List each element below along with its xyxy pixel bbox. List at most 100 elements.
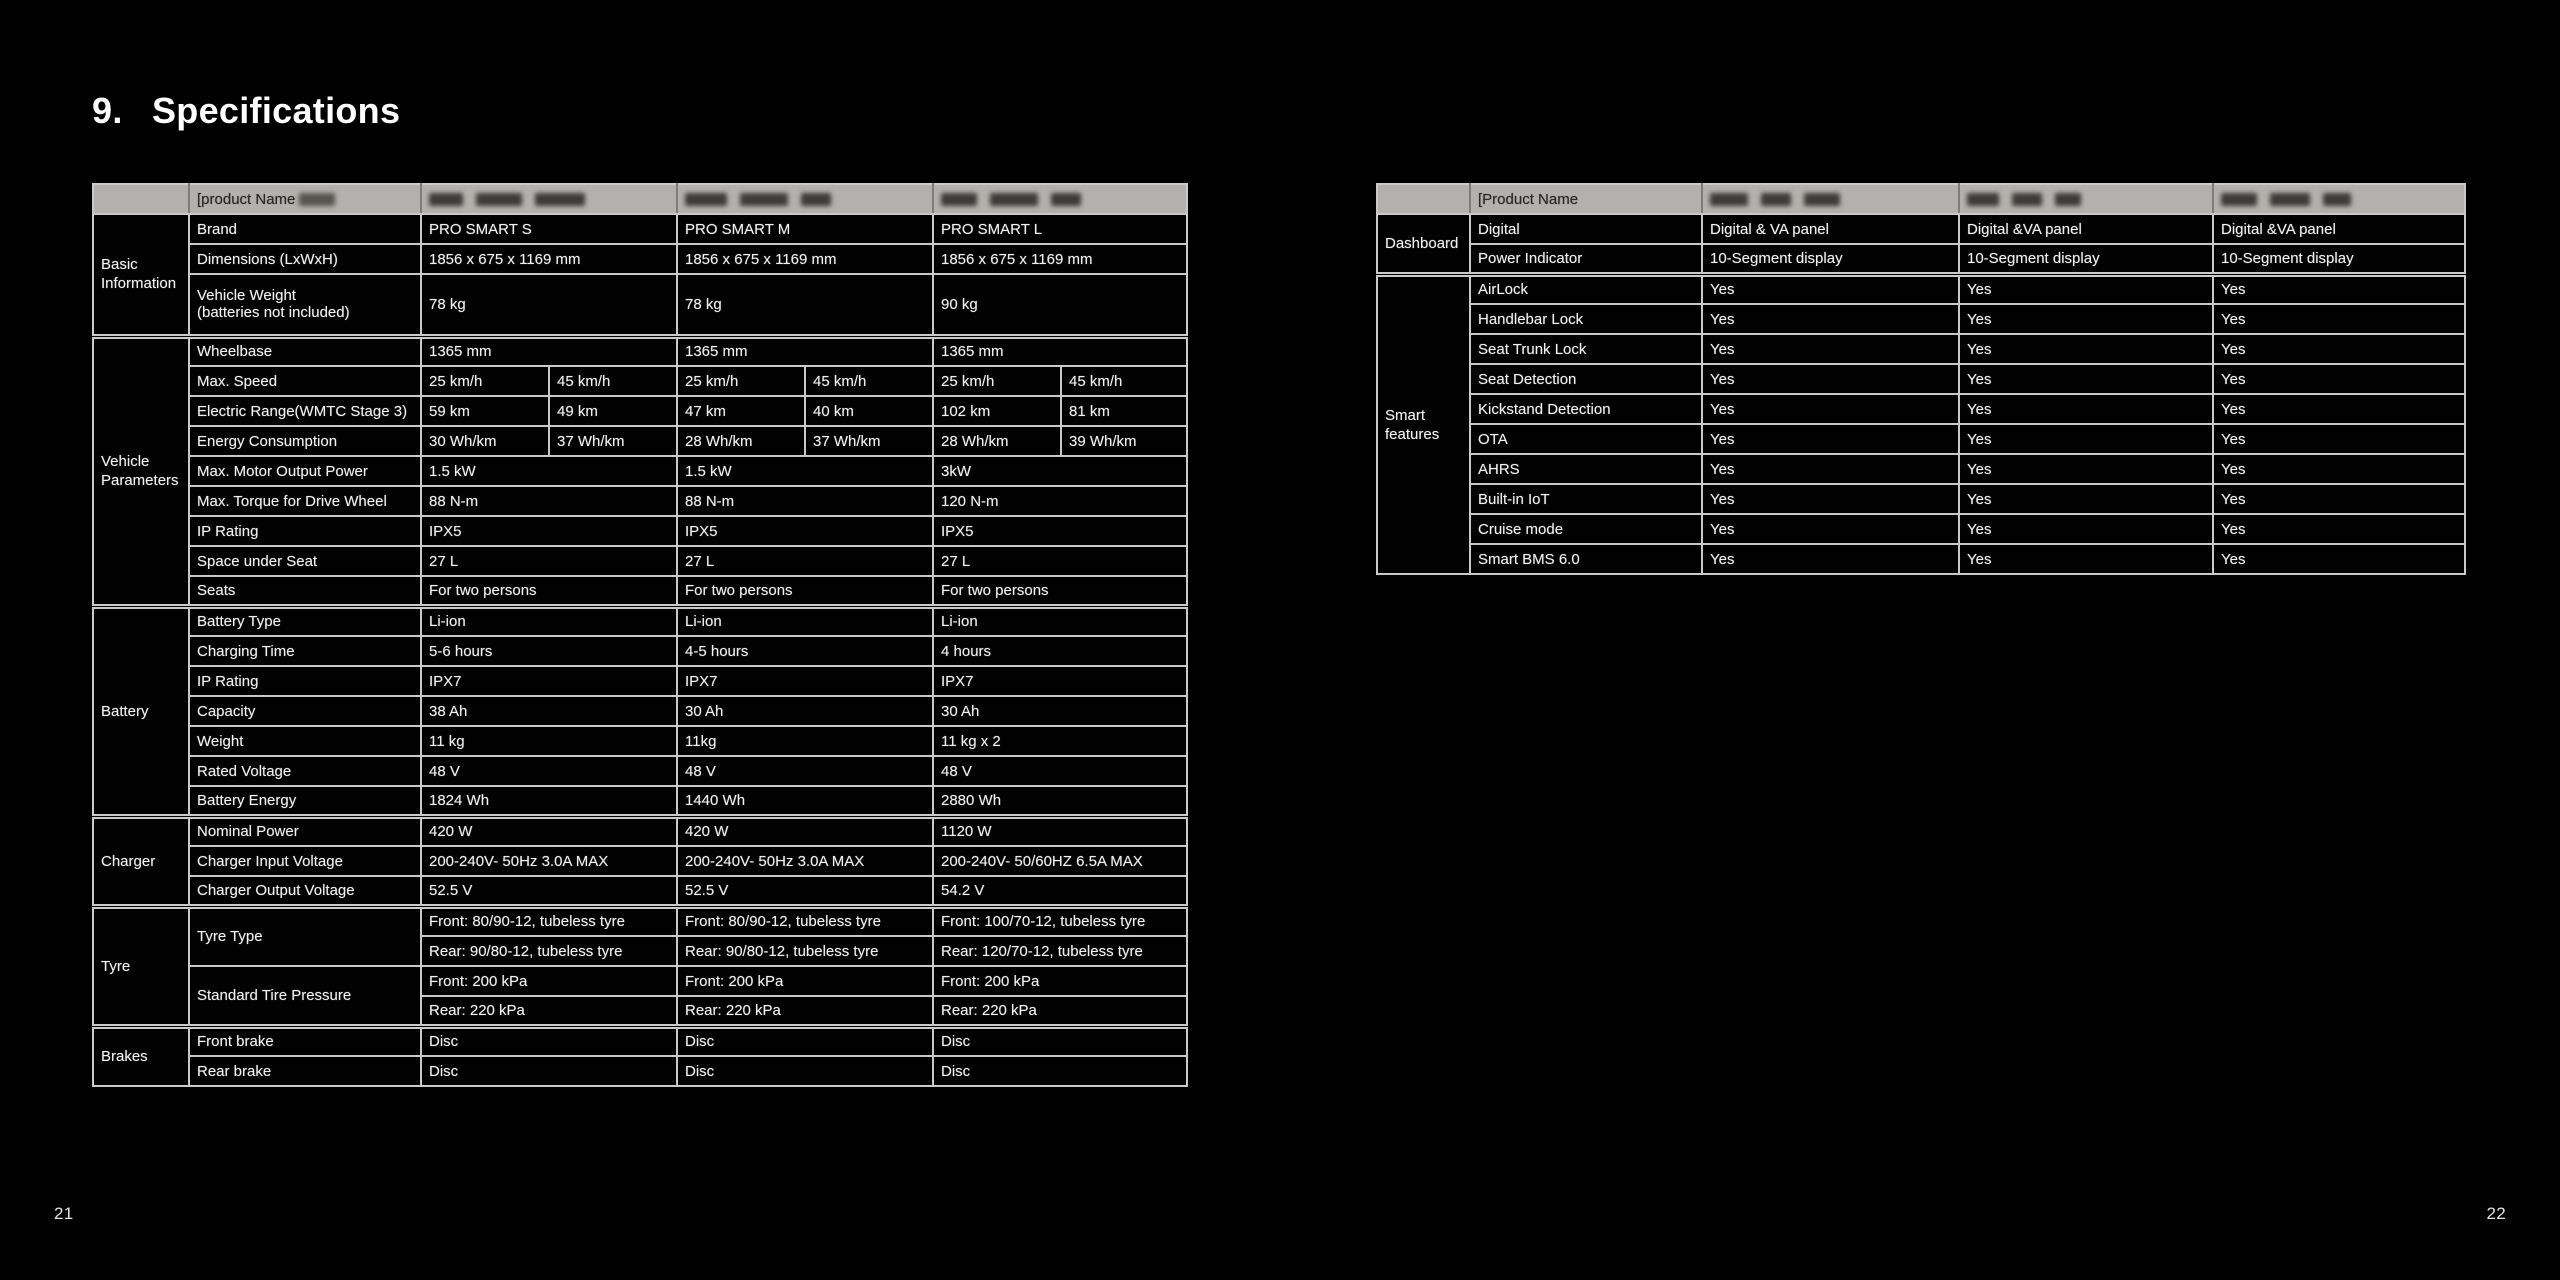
value-cell: Disc <box>420 1023 678 1057</box>
value-cell: 48 V <box>932 755 1188 787</box>
value-cell: For two persons <box>676 575 934 607</box>
table-header-row: [product Name <box>92 183 1188 215</box>
value-cell: 11 kg x 2 <box>932 725 1188 757</box>
redacted-text <box>801 193 831 207</box>
param-cell: Standard Tire Pressure <box>188 965 422 1027</box>
product-name-header-cell: [product Name <box>188 183 422 215</box>
value-cell: Digital & VA panel <box>1701 213 1960 245</box>
section-label-cell: Dashboard <box>1376 213 1471 275</box>
value-cell: 1856 x 675 x 1169 mm <box>932 243 1188 275</box>
value-cell: 39 Wh/km <box>1060 425 1188 457</box>
redacted-text <box>1967 193 1999 207</box>
param-cell: Battery Energy <box>188 785 422 817</box>
value-cell: Disc <box>932 1055 1188 1087</box>
param-cell: Energy Consumption <box>188 425 422 457</box>
param-cell: IP Rating <box>188 515 422 547</box>
value-cell: 10-Segment display <box>1701 243 1960 275</box>
value-cell: Yes <box>1701 423 1960 455</box>
section-label-cell: Smart features <box>1376 271 1471 575</box>
value-cell: For two persons <box>932 575 1188 607</box>
value-cell: IPX5 <box>420 515 678 547</box>
redacted-text <box>990 193 1038 207</box>
value-cell: 1856 x 675 x 1169 mm <box>420 243 678 275</box>
value-cell: 3kW <box>932 455 1188 487</box>
redacted-product-name <box>1701 183 1960 215</box>
value-cell: 25 km/h <box>932 365 1062 397</box>
redacted-text <box>2055 193 2081 207</box>
value-cell: 78 kg <box>676 273 934 337</box>
value-cell: Yes <box>2212 393 2466 425</box>
value-cell: IPX7 <box>932 665 1188 697</box>
value-cell: PRO SMART M <box>676 213 934 245</box>
value-cell: Yes <box>2212 303 2466 335</box>
section-label-cell: Brakes <box>92 1023 190 1087</box>
value-cell: Yes <box>1958 543 2214 575</box>
param-cell: Weight <box>188 725 422 757</box>
value-cell: 4-5 hours <box>676 635 934 667</box>
value-cell: Yes <box>2212 453 2466 485</box>
redacted-text <box>299 193 336 207</box>
value-cell: Digital &VA panel <box>1958 213 2214 245</box>
value-cell: 10-Segment display <box>1958 243 2214 275</box>
value-cell: Li-ion <box>676 603 934 637</box>
value-cell: Rear: 220 kPa <box>676 995 934 1027</box>
param-cell: Electric Range(WMTC Stage 3) <box>188 395 422 427</box>
value-cell: Yes <box>1701 483 1960 515</box>
param-cell: Wheelbase <box>188 333 422 367</box>
value-cell: 120 N-m <box>932 485 1188 517</box>
param-cell: Brand <box>188 213 422 245</box>
value-cell: 78 kg <box>420 273 678 337</box>
value-cell: Rear: 120/70-12, tubeless tyre <box>932 935 1188 967</box>
value-cell: 52.5 V <box>676 875 934 907</box>
section-label-cell: Tyre <box>92 903 190 1027</box>
redacted-product-name <box>932 183 1188 215</box>
value-cell: 1120 W <box>932 813 1188 847</box>
value-cell: 88 N-m <box>420 485 678 517</box>
value-cell: Front: 200 kPa <box>676 965 934 997</box>
value-cell: Li-ion <box>420 603 678 637</box>
value-cell: Disc <box>676 1055 934 1087</box>
value-cell: 420 W <box>676 813 934 847</box>
value-cell: 200-240V- 50Hz 3.0A MAX <box>676 845 934 877</box>
value-cell: 1365 mm <box>420 333 678 367</box>
value-cell: 28 Wh/km <box>676 425 806 457</box>
param-cell: Space under Seat <box>188 545 422 577</box>
value-cell: 88 N-m <box>676 485 934 517</box>
value-cell: 27 L <box>932 545 1188 577</box>
param-cell: OTA <box>1469 423 1703 455</box>
value-cell: Disc <box>932 1023 1188 1057</box>
value-cell: 11kg <box>676 725 934 757</box>
redacted-text <box>2270 193 2310 207</box>
value-cell: 420 W <box>420 813 678 847</box>
specifications-table-right: [Product Name Dashboard Digital Digital & V… <box>1376 183 2466 575</box>
value-cell: 28 Wh/km <box>932 425 1062 457</box>
value-cell: Rear: 220 kPa <box>420 995 678 1027</box>
value-cell: 200-240V- 50/60HZ 6.5A MAX <box>932 845 1188 877</box>
value-cell: Disc <box>676 1023 934 1057</box>
value-cell: 37 Wh/km <box>548 425 678 457</box>
value-cell: 45 km/h <box>1060 365 1188 397</box>
value-cell: Yes <box>1701 513 1960 545</box>
redacted-text <box>476 193 522 207</box>
value-cell: Yes <box>1701 303 1960 335</box>
value-cell: Yes <box>1701 271 1960 305</box>
header-corner-cell <box>92 183 190 215</box>
param-cell: IP Rating <box>188 665 422 697</box>
section-title: Specifications <box>152 90 401 131</box>
redacted-text <box>740 193 788 207</box>
value-cell: Yes <box>1701 363 1960 395</box>
redacted-text <box>1051 193 1081 207</box>
param-cell: Rear brake <box>188 1055 422 1087</box>
redacted-text <box>941 193 977 207</box>
param-cell: Built-in IoT <box>1469 483 1703 515</box>
value-cell: Digital &VA panel <box>2212 213 2466 245</box>
value-cell: 1856 x 675 x 1169 mm <box>676 243 934 275</box>
redacted-product-name <box>420 183 678 215</box>
value-cell: 2880 Wh <box>932 785 1188 817</box>
value-cell: Yes <box>2212 513 2466 545</box>
value-cell: 1365 mm <box>932 333 1188 367</box>
value-cell: 45 km/h <box>548 365 678 397</box>
value-cell: 90 kg <box>932 273 1188 337</box>
param-cell: AHRS <box>1469 453 1703 485</box>
value-cell: 1440 Wh <box>676 785 934 817</box>
